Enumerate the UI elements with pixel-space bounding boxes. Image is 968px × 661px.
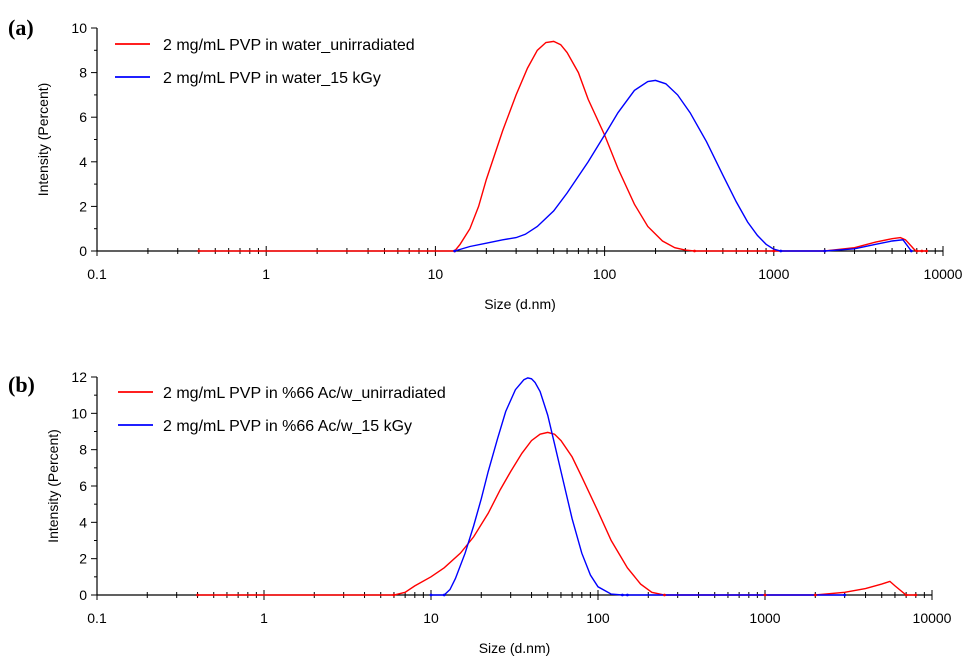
y-tick-label: 6 <box>79 478 87 494</box>
baseline-point <box>914 593 918 597</box>
series-line-2 <box>454 79 912 252</box>
baseline-point <box>453 249 457 253</box>
y-tick-label: 8 <box>79 65 87 81</box>
x-tick-label: 0.1 <box>87 266 107 282</box>
y-tick-label: 0 <box>79 587 87 603</box>
y-tick-label: 2 <box>79 198 87 214</box>
y-tick-label: 6 <box>79 109 87 125</box>
x-tick-label: 10000 <box>924 266 963 282</box>
baseline-point <box>904 593 908 597</box>
x-tick-label: 1 <box>260 610 268 626</box>
baseline-point <box>763 593 767 597</box>
baseline-point <box>813 593 817 597</box>
y-tick-label: 2 <box>79 551 87 567</box>
x-tick-label: 1000 <box>758 266 789 282</box>
panel-label: (a) <box>8 15 34 40</box>
series-line-1 <box>197 431 916 596</box>
baseline-point <box>909 249 913 253</box>
x-tick-label: 10 <box>428 266 444 282</box>
x-tick-label: 10 <box>423 610 439 626</box>
y-tick-label: 4 <box>79 154 87 170</box>
baseline-point <box>920 249 924 253</box>
legend-label: 2 mg/mL PVP in water_15 kGy <box>163 70 381 87</box>
x-tick-label: 100 <box>586 610 610 626</box>
baseline-point <box>772 249 776 253</box>
baseline-point <box>693 249 696 253</box>
x-axis-title: Size (d.nm) <box>484 296 556 312</box>
baseline-point <box>925 249 929 253</box>
x-axis-title: Size (d.nm) <box>479 640 551 656</box>
baseline-point <box>779 249 783 253</box>
x-tick-label: 1 <box>262 266 270 282</box>
baseline-point <box>663 593 666 597</box>
baseline-point <box>823 249 827 253</box>
series-line-2 <box>431 377 845 596</box>
baseline-point <box>915 249 919 253</box>
y-tick-label: 0 <box>79 243 87 259</box>
y-tick-label: 8 <box>79 442 87 458</box>
x-tick-label: 1000 <box>749 610 780 626</box>
baseline-point <box>197 249 201 253</box>
legend-label: 2 mg/mL PVP in %66 Ac/w_15 kGy <box>163 418 412 435</box>
series-line-1 <box>198 40 927 252</box>
baseline-point <box>392 593 396 597</box>
legend-label: 2 mg/mL PVP in water_unirradiated <box>163 37 415 54</box>
x-tick-label: 100 <box>593 266 617 282</box>
baseline-point <box>196 593 199 597</box>
y-axis-title: Intensity (Percent) <box>45 429 61 543</box>
legend-label: 2 mg/mL PVP in %66 Ac/w_unirradiated <box>163 385 446 402</box>
x-tick-label: 0.1 <box>87 610 107 626</box>
y-tick-label: 10 <box>71 20 87 36</box>
x-tick-label: 10000 <box>913 610 952 626</box>
baseline-point <box>429 593 433 597</box>
baseline-point <box>442 593 446 597</box>
y-tick-label: 12 <box>71 369 87 385</box>
panel-label: (b) <box>8 372 35 397</box>
baseline-point <box>843 593 847 597</box>
y-axis-title: Intensity (Percent) <box>35 83 51 197</box>
y-tick-label: 10 <box>71 405 87 421</box>
baseline-point <box>621 593 624 597</box>
baseline-point <box>626 593 629 597</box>
y-tick-label: 4 <box>79 514 87 530</box>
